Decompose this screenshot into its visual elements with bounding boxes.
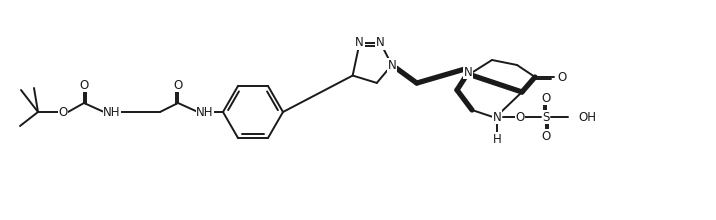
Text: H: H <box>493 132 501 145</box>
Text: OH: OH <box>578 110 596 123</box>
Text: N: N <box>355 36 364 49</box>
Text: O: O <box>516 110 525 123</box>
Text: N: N <box>376 36 384 49</box>
Text: N: N <box>387 59 396 72</box>
Text: N: N <box>493 110 501 123</box>
Text: O: O <box>79 79 89 92</box>
Text: O: O <box>541 130 551 143</box>
Text: N: N <box>464 66 473 79</box>
Text: O: O <box>557 70 566 84</box>
Text: S: S <box>542 110 550 123</box>
Text: O: O <box>173 79 183 92</box>
Text: NH: NH <box>196 106 214 119</box>
Text: O: O <box>59 106 67 119</box>
Text: O: O <box>541 92 551 104</box>
Text: NH: NH <box>103 106 121 119</box>
